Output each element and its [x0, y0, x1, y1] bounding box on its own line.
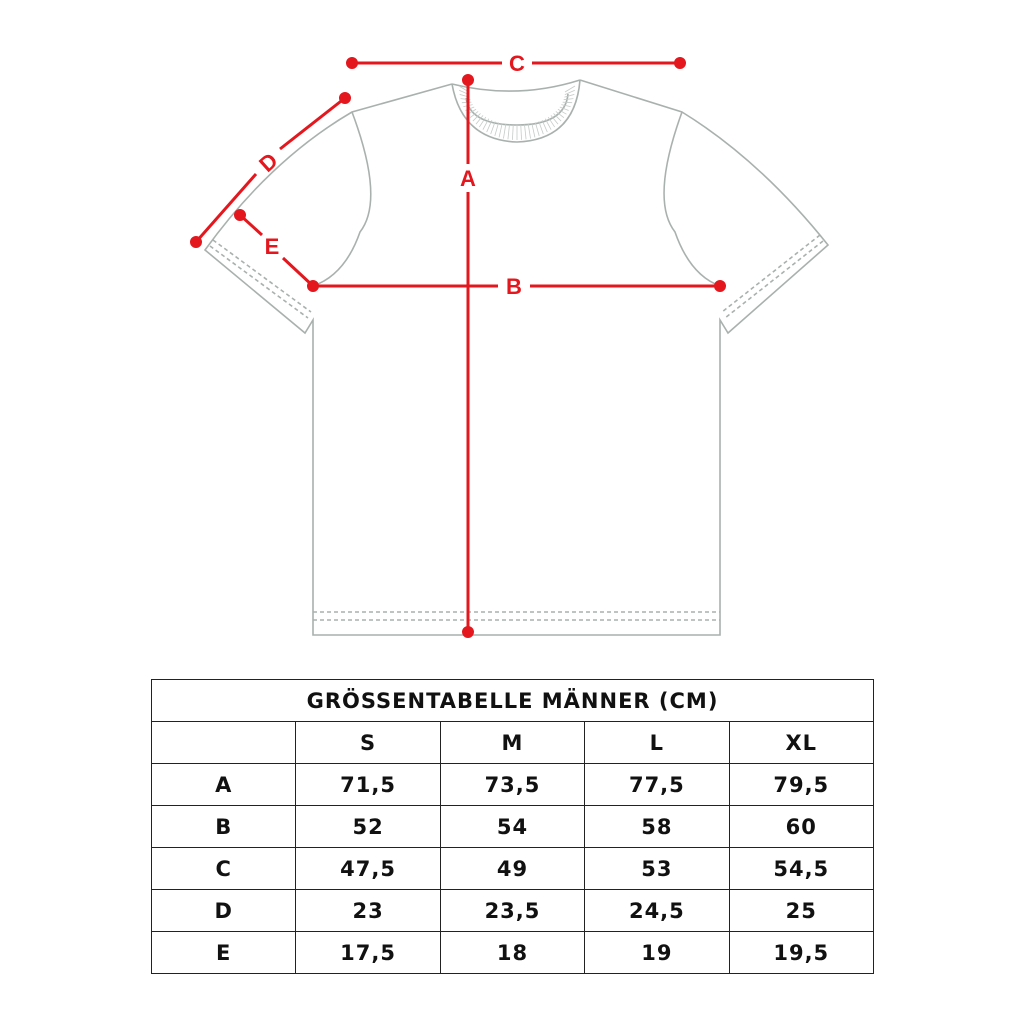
table-header-row: S M L XL [150, 721, 875, 764]
tshirt-outline [203, 79, 830, 636]
table-cell: 17,5 [295, 931, 441, 974]
rib-line [507, 124, 510, 140]
rib-line [486, 119, 493, 133]
rib-line [534, 122, 540, 136]
rib-line [482, 118, 490, 130]
rib-line [557, 108, 567, 115]
table-cell: 60 [728, 805, 875, 848]
rib-line [512, 124, 514, 140]
rib-line [527, 124, 531, 139]
table-cell: 52 [295, 805, 441, 848]
row-label: A [150, 763, 297, 806]
label-c: C [509, 51, 525, 76]
label-b: B [506, 274, 522, 299]
measure-a [462, 74, 474, 638]
rib-line [472, 113, 481, 122]
measure-c [346, 57, 686, 69]
column-header: XL [728, 721, 875, 764]
table-cell: 18 [439, 931, 586, 974]
table-cell: 53 [584, 847, 730, 890]
label-e: E [265, 234, 280, 259]
column-header: L [584, 721, 730, 764]
rib-line [498, 123, 503, 138]
rib-line [553, 113, 562, 122]
table-cell: 24,5 [584, 889, 730, 932]
table-cell: 79,5 [728, 763, 875, 806]
column-header [150, 721, 297, 764]
column-header: S [295, 721, 441, 764]
rib-line [555, 111, 565, 119]
label-a: A [460, 166, 476, 191]
rib-line [469, 111, 479, 119]
row-label: D [150, 889, 297, 932]
table-title: GRÖSSENTABELLE MÄNNER (CM) [151, 679, 874, 722]
rib-line [524, 124, 527, 140]
table-row: C 47,5 49 53 54,5 [150, 847, 875, 890]
rib-line [520, 124, 522, 140]
rib-line [531, 123, 536, 138]
label-d: D [254, 148, 283, 177]
rib-line [563, 98, 574, 101]
table-cell: 54,5 [728, 847, 875, 890]
rib-line [541, 119, 548, 133]
column-header: M [439, 721, 586, 764]
row-label: C [150, 847, 297, 890]
table-cell: 58 [584, 805, 730, 848]
row-label: E [150, 931, 297, 974]
table-row: B 52 54 58 60 [150, 805, 875, 848]
table-row: E 17,5 18 19 19,5 [150, 931, 875, 974]
rib-line [547, 116, 556, 128]
rib-line [544, 118, 552, 130]
rib-line [475, 115, 484, 125]
table-cell: 77,5 [584, 763, 730, 806]
table-row: A 71,5 73,5 77,5 79,5 [150, 763, 875, 806]
tshirt-diagram: C A B D E [190, 51, 830, 638]
rib-line [564, 94, 575, 98]
rib-line [564, 85, 576, 93]
table-cell: 23,5 [439, 889, 586, 932]
measure-b [307, 280, 726, 292]
table-cell: 49 [439, 847, 586, 890]
rib-line [564, 89, 575, 95]
table-cell: 71,5 [295, 763, 441, 806]
measure-d [190, 92, 351, 248]
table-cell: 19,5 [728, 931, 875, 974]
rib-line [538, 121, 544, 135]
rib-line [503, 124, 507, 139]
table-cell: 73,5 [439, 763, 586, 806]
measure-e [234, 209, 315, 288]
rib-line [559, 106, 569, 111]
size-table: GRÖSSENTABELLE MÄNNER (CM) S M L XL A 71,… [150, 679, 875, 974]
table-cell: 23 [295, 889, 441, 932]
table-row: D 23 23,5 24,5 25 [150, 889, 875, 932]
rib-line [490, 121, 496, 135]
table-cell: 25 [728, 889, 875, 932]
row-label: B [150, 805, 297, 848]
rib-line [494, 122, 500, 136]
table-cell: 47,5 [295, 847, 441, 890]
collar-ribbing [458, 85, 576, 140]
rib-line [561, 104, 571, 108]
table-cell: 19 [584, 931, 730, 974]
rib-line [478, 116, 487, 128]
table-cell: 54 [439, 805, 586, 848]
rib-line [550, 115, 559, 125]
